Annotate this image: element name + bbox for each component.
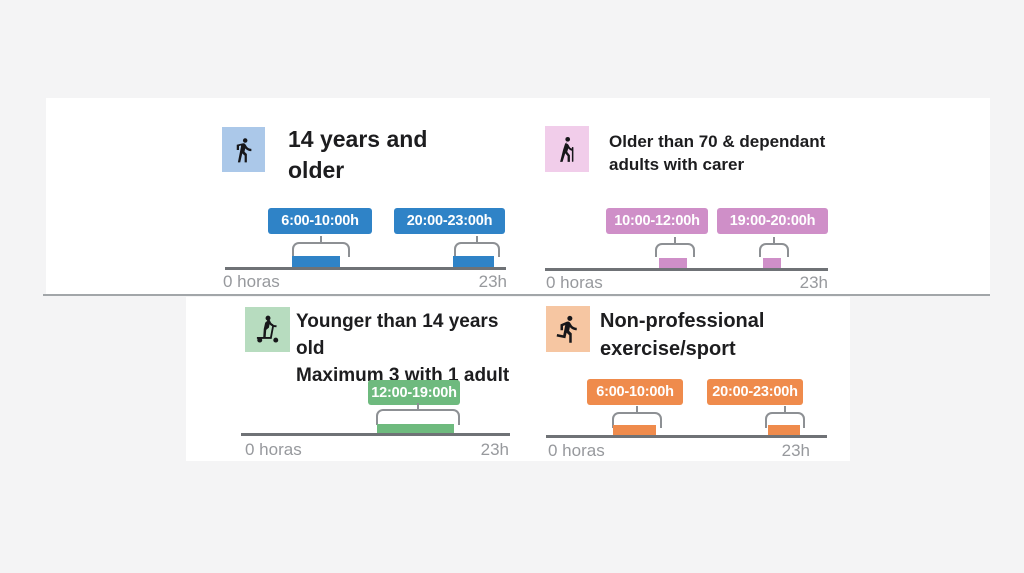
horizontal-divider [43,294,990,296]
time-slot-bar [613,425,656,435]
time-slot-bar [377,424,454,433]
axis-start-label: 0 horas [245,440,302,459]
axis-end-label: 23h [480,440,509,459]
time-slot-bar [453,256,494,267]
panel-adults: 14 years and older 6:00-10:00h 20:00-23:… [222,120,507,292]
axis-start-label: 0 horas [548,441,605,460]
panel-seniors: Older than 70 & dependant adults with ca… [545,120,828,292]
bracket [292,242,350,257]
timeline-axis [225,267,506,270]
time-slot-bar [768,425,800,435]
runner-icon [546,306,590,352]
bracket [765,412,805,428]
top-white-band [46,98,990,295]
scooter-rider-icon [245,307,290,352]
time-slot-label: 10:00-12:00h [606,208,708,234]
title-line: Older than 70 & dependant [609,132,826,151]
time-slot-label: 6:00-10:00h [587,379,683,405]
time-slot-label: 19:00-20:00h [717,208,828,234]
panel-title: Non-professional exercise/sport [600,307,764,363]
timeline-axis [241,433,510,436]
panel-title: Older than 70 & dependant adults with ca… [609,130,825,176]
title-line: 14 years and [288,126,428,152]
time-slot-label: 6:00-10:00h [268,208,372,234]
bracket [655,243,695,257]
panel-children: Younger than 14 years old Maximum 3 with… [241,300,510,459]
bracket [612,412,662,428]
title-line: older [288,157,345,183]
time-slot-bar [659,258,687,268]
title-line: exercise/sport [600,338,736,360]
walking-person-icon [222,127,265,172]
title-line: adults with carer [609,155,745,174]
axis-start-label: 0 horas [223,272,280,291]
time-slot-bar [292,256,340,267]
axis-end-label: 23h [799,273,828,292]
panel-exercise: Non-professional exercise/sport 6:00-10:… [546,300,827,460]
axis-end-label: 23h [781,441,810,460]
axis-start-label: 0 horas [546,273,603,292]
time-slot-label: 12:00-19:00h [368,380,460,405]
timeline-axis [546,435,827,438]
bracket [376,409,460,425]
time-slot-label: 20:00-23:00h [707,379,803,405]
axis-end-label: 23h [478,272,507,291]
panel-title: Younger than 14 years old Maximum 3 with… [296,308,510,389]
bracket [759,243,789,257]
panel-title: 14 years and older [288,124,427,186]
time-slot-bar [763,258,781,268]
title-line: Younger than 14 years old [296,311,499,359]
person-with-cane-icon [545,126,589,172]
time-slot-label: 20:00-23:00h [394,208,505,234]
timeline-axis [545,268,828,271]
title-line: Non-professional [600,310,765,332]
bracket [454,242,500,257]
